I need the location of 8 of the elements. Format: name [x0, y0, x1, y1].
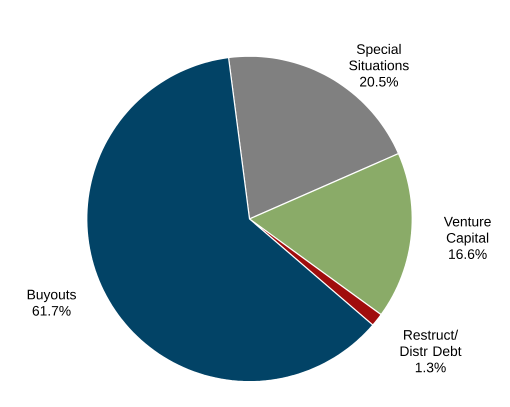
slice-label: Restruct/ Distr Debt: [400, 330, 462, 356]
data-label: 20.5%: [360, 76, 398, 86]
data-label: 61.7%: [32, 306, 71, 316]
slice-label: Venture Capital: [444, 216, 491, 246]
slice-label: Special Situations: [349, 44, 409, 70]
data-label: 16.6%: [449, 249, 487, 259]
slice-label: Buyouts: [28, 290, 76, 302]
data-label: 1.3%: [416, 362, 446, 372]
